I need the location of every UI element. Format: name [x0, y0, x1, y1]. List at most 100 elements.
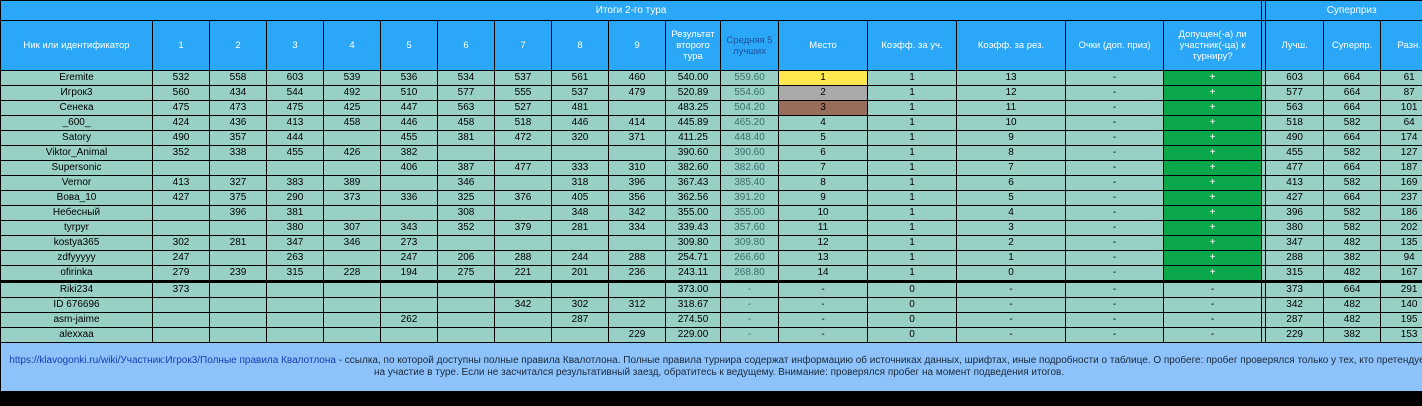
tour-score-cell: 307	[323, 220, 381, 236]
tour-score-cell: 458	[437, 115, 495, 131]
tour-score-cell	[551, 327, 609, 343]
nick-cell: Игрок3	[0, 85, 153, 101]
tour-score-cell: 352	[152, 145, 210, 161]
avg5-cell: -	[720, 327, 779, 343]
tour-score-cell: 477	[494, 160, 552, 176]
result-cell: 243.11	[665, 265, 721, 282]
header-tour-7: 7	[494, 20, 552, 71]
tour-score-cell	[494, 312, 552, 328]
place-cell: 1	[778, 70, 868, 86]
avg5-cell: 355.00	[720, 205, 779, 221]
table-title: Итоги 2-го тура	[0, 0, 1263, 21]
superprize-cell: 582	[1323, 145, 1382, 161]
tour-score-cell: 518	[494, 115, 552, 131]
tour-score-cell	[494, 205, 552, 221]
avg5-cell: 268.80	[720, 265, 779, 282]
tour-score-cell: 310	[608, 160, 666, 176]
result-cell: 339.43	[665, 220, 721, 236]
admitted-cell: +	[1162, 130, 1263, 146]
best-cell: 347	[1265, 235, 1325, 251]
coef-part-cell: 1	[867, 85, 957, 101]
rules-link[interactable]: https://klavogonki.ru/wiki/Участник:Игро…	[9, 355, 336, 366]
nick-cell: Viktor_Animal	[0, 145, 153, 161]
tour-score-cell	[323, 312, 381, 328]
tour-score-cell	[152, 327, 210, 343]
tour-score-cell	[209, 312, 267, 328]
place-cell: 5	[778, 130, 868, 146]
tour-score-cell	[209, 280, 267, 298]
superprize-cell: 664	[1323, 130, 1382, 146]
admitted-cell: +	[1162, 205, 1263, 221]
admitted-cell: +	[1162, 220, 1263, 236]
best-cell: 287	[1265, 312, 1325, 328]
tour-score-cell: 325	[437, 190, 495, 206]
points-cell: -	[1065, 130, 1164, 146]
header-avg5: Средняя 5 лучших	[720, 20, 779, 71]
coef-res-cell: 5	[956, 190, 1066, 206]
header-superprize: Суперпр.	[1323, 20, 1382, 71]
tour-score-cell	[608, 280, 666, 298]
tour-score-cell	[266, 280, 324, 298]
header-tour-4: 4	[323, 20, 381, 71]
avg5-cell: 266.60	[720, 250, 779, 266]
tour-score-cell	[209, 327, 267, 343]
tour-score-cell: 544	[266, 85, 324, 101]
tour-score-cell	[494, 280, 552, 298]
table-row: ofirinka 279 239 315 228 194 275 221 201 236 243.1…	[0, 265, 1422, 282]
points-cell: -	[1065, 160, 1164, 176]
tour-score-cell: 244	[551, 250, 609, 266]
tour-score-cell: 221	[494, 265, 552, 282]
tour-score-cell: 371	[608, 130, 666, 146]
admitted-cell: +	[1162, 265, 1263, 282]
tour-score-cell: 414	[608, 115, 666, 131]
tour-score-cell	[323, 327, 381, 343]
result-cell: 483.25	[665, 100, 721, 116]
tour-score-cell: 379	[494, 220, 552, 236]
tour-score-cell	[209, 297, 267, 313]
tour-score-cell	[323, 130, 381, 146]
superprize-cell: 382	[1323, 327, 1382, 343]
tour-score-cell	[266, 297, 324, 313]
tour-score-cell	[323, 297, 381, 313]
tour-score-cell: 373	[152, 280, 210, 298]
avg5-cell: 309.80	[720, 235, 779, 251]
tour-score-cell: 320	[551, 130, 609, 146]
tour-score-cell: 510	[380, 85, 438, 101]
tour-score-cell	[380, 205, 438, 221]
tour-score-cell	[209, 250, 267, 266]
nick-cell: asm-jaime	[0, 312, 153, 328]
avg5-cell: 554.60	[720, 85, 779, 101]
tour-score-cell: 490	[152, 130, 210, 146]
tour-score-cell: 333	[551, 160, 609, 176]
tour-score-cell: 406	[380, 160, 438, 176]
tour-score-cell: 534	[437, 70, 495, 86]
diff-cell: 195	[1380, 312, 1422, 328]
best-cell: 427	[1265, 190, 1325, 206]
tour-score-cell: 447	[380, 100, 438, 116]
result-cell: 382.60	[665, 160, 721, 176]
tour-score-cell	[608, 100, 666, 116]
tour-score-cell: 479	[608, 85, 666, 101]
tour-score-cell: 537	[494, 70, 552, 86]
place-cell: 2	[778, 85, 868, 101]
header-tour-9: 9	[608, 20, 666, 71]
points-cell: -	[1065, 327, 1164, 343]
tour-score-cell	[152, 220, 210, 236]
superprize-cell: 664	[1323, 70, 1382, 86]
tour-score-cell: 537	[551, 85, 609, 101]
tour-score-cell	[266, 160, 324, 176]
header-tour-2: 2	[209, 20, 267, 71]
coef-res-cell: -	[956, 280, 1066, 298]
diff-cell: 61	[1380, 70, 1422, 86]
result-cell: 540.00	[665, 70, 721, 86]
tour-score-cell: 426	[323, 145, 381, 161]
coef-part-cell: 0	[867, 327, 957, 343]
coef-part-cell: 1	[867, 220, 957, 236]
result-cell: 318.67	[665, 297, 721, 313]
tour-score-cell: 536	[380, 70, 438, 86]
place-cell: 14	[778, 265, 868, 282]
best-cell: 490	[1265, 130, 1325, 146]
points-cell: -	[1065, 175, 1164, 191]
tour-score-cell	[152, 297, 210, 313]
result-cell: 355.00	[665, 205, 721, 221]
